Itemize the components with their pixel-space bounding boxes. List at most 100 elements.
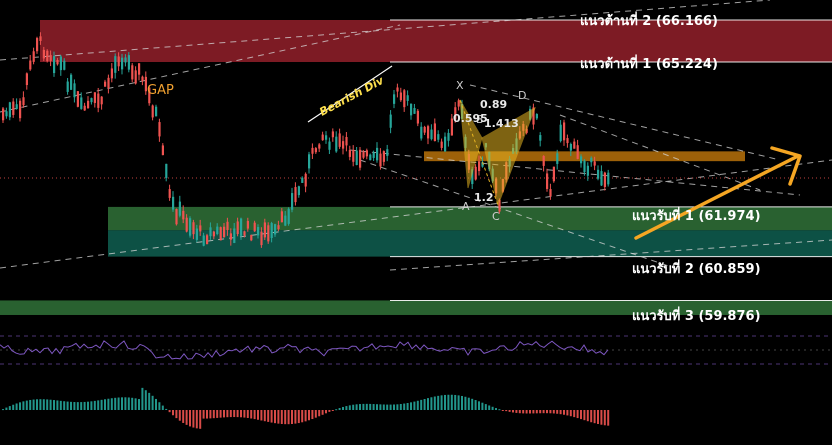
macd-bar	[195, 410, 198, 429]
pattern-ratio-xab: 0.595	[453, 112, 488, 125]
candle-body	[56, 59, 59, 65]
candle-body	[396, 87, 399, 92]
candle-body	[301, 177, 304, 183]
macd-bar	[318, 410, 321, 417]
candle-body	[284, 215, 287, 226]
candle-body	[185, 217, 188, 232]
candle-body	[559, 124, 562, 142]
candle-body	[430, 129, 433, 140]
candle-body	[36, 38, 39, 52]
trendline-1	[0, 0, 771, 61]
macd-bar	[552, 410, 555, 414]
macd-bar	[90, 401, 93, 410]
pattern-point-d: D	[518, 89, 526, 102]
candle-body	[12, 101, 15, 115]
macd-bar	[386, 404, 389, 410]
candle-body	[552, 166, 555, 182]
macd-bar	[590, 410, 593, 423]
macd-bar	[56, 400, 59, 410]
harmonic-pattern	[459, 99, 802, 240]
candle-body	[379, 153, 382, 167]
macd-bar	[253, 410, 256, 420]
candle-body	[53, 56, 56, 74]
candle-body	[566, 138, 569, 144]
macd-bar	[172, 410, 174, 416]
macd-bar	[539, 410, 542, 414]
candle-body	[569, 143, 572, 151]
macd-bar	[491, 406, 494, 410]
candle-body	[229, 233, 232, 240]
candle-body	[138, 63, 141, 75]
macd-bar	[416, 400, 419, 410]
candle-body	[19, 100, 22, 119]
macd-bar	[535, 410, 538, 414]
candle-body	[352, 149, 355, 162]
macd-bar	[100, 399, 103, 410]
resistance-zone	[40, 20, 832, 62]
candle-body	[597, 169, 600, 179]
macd-bar	[529, 410, 531, 414]
candle-body	[131, 65, 134, 80]
macd-bar	[19, 402, 21, 410]
macd-bar	[182, 410, 185, 423]
candle-body	[321, 134, 324, 141]
macd-bar	[583, 410, 586, 421]
candle-body	[2, 108, 5, 121]
macd-bar	[36, 399, 38, 410]
candle-body	[420, 126, 423, 139]
macd-bar	[155, 398, 157, 410]
macd-bar	[185, 410, 188, 425]
candle-body	[403, 90, 406, 108]
candle-body	[182, 210, 185, 220]
candle-body	[427, 126, 430, 139]
candle-body	[277, 225, 280, 230]
candle-body	[535, 114, 538, 119]
candle-body	[406, 95, 409, 101]
macd-bar	[396, 404, 399, 410]
candle-body	[471, 169, 474, 185]
macd-bar	[246, 410, 249, 418]
candle-body	[294, 187, 297, 203]
macd-bar	[597, 410, 599, 425]
candle-body	[335, 136, 338, 152]
macd-bar	[372, 404, 375, 410]
candle-body	[583, 160, 586, 173]
candle-body	[46, 50, 49, 62]
target-arrow-shaft	[634, 154, 800, 240]
macd-bar	[206, 410, 208, 419]
macd-bar	[342, 406, 344, 410]
macd-bar	[586, 410, 589, 422]
macd-bar	[311, 410, 314, 420]
macd-bar	[365, 403, 368, 410]
pattern-xc-line	[459, 99, 499, 206]
macd-bar	[223, 410, 225, 418]
candle-body	[124, 57, 127, 63]
macd-bar	[226, 410, 229, 418]
candle-body	[287, 208, 290, 224]
candle-body	[158, 122, 161, 137]
candle-body	[83, 105, 86, 111]
macd-bar	[481, 402, 484, 410]
macd-bar	[369, 403, 372, 410]
candle-body	[573, 141, 576, 149]
macd-bar	[49, 399, 52, 410]
candle-body	[70, 74, 73, 90]
candle-body	[576, 145, 579, 159]
macd-bar	[229, 410, 232, 418]
macd-bar	[450, 394, 453, 410]
macd-bar	[399, 403, 402, 410]
candle-body	[161, 145, 164, 156]
candle-body	[223, 226, 226, 238]
macd-bar	[348, 405, 351, 410]
candle-body	[87, 100, 90, 109]
macd-bar	[189, 410, 191, 427]
macd-bar	[212, 410, 215, 419]
macd-bar	[39, 399, 42, 410]
macd-bar	[488, 405, 491, 410]
macd-bar	[430, 397, 433, 410]
macd-bar	[406, 403, 409, 410]
macd-bar	[202, 410, 205, 419]
candle-body	[440, 141, 443, 148]
macd-bar	[338, 408, 341, 410]
